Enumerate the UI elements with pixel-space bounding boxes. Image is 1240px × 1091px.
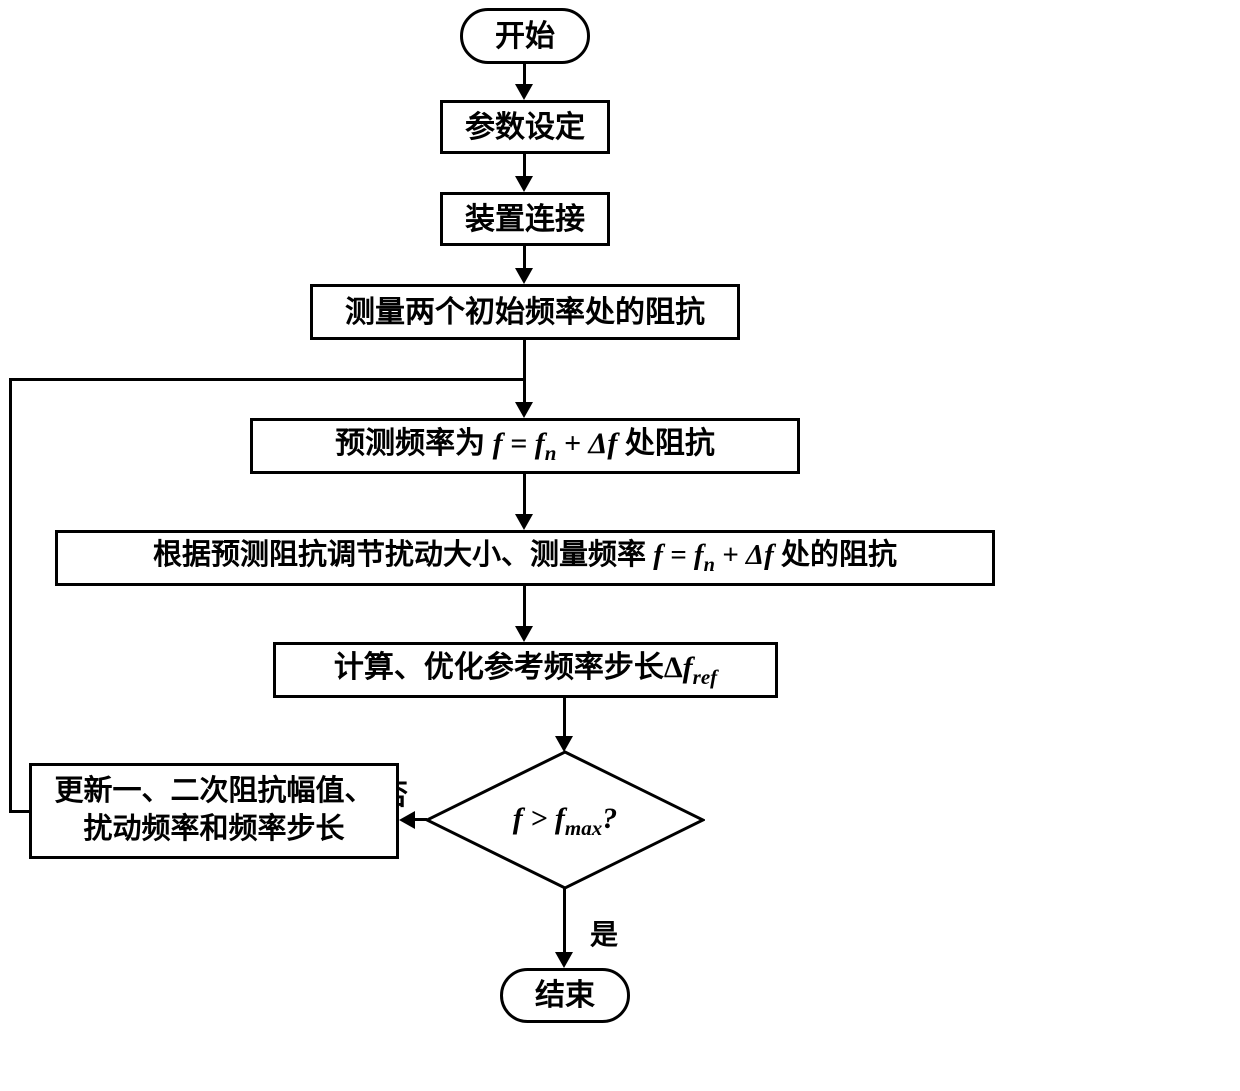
loop-v — [9, 378, 12, 813]
arrow-predict-adjust — [515, 514, 533, 530]
end-node: 结束 — [500, 968, 630, 1023]
decision-node: f > fmax? — [425, 750, 705, 890]
update-label: 更新一、二次阻抗幅值、扰动频率和频率步长 — [54, 773, 373, 848]
edge-params-connect — [523, 154, 526, 178]
edge-calc-decision — [563, 698, 566, 738]
edge-decision-update — [414, 818, 427, 821]
decision-label: f > fmax? — [425, 802, 705, 841]
arrow-decision-end — [555, 952, 573, 968]
yes-label: 是 — [590, 913, 618, 953]
edge-adjust-calc — [523, 586, 526, 628]
arrow-params-connect — [515, 176, 533, 192]
update-node: 更新一、二次阻抗幅值、扰动频率和频率步长 — [29, 763, 399, 859]
predict-node: 预测频率为 f = fn + Δf 处阻抗 — [250, 418, 800, 474]
edge-connect-measure — [523, 246, 526, 270]
predict-label: 预测频率为 f = fn + Δf 处阻抗 — [335, 424, 715, 467]
edge-measure-predict — [523, 340, 526, 404]
start-label: 开始 — [495, 17, 555, 56]
edge-start-params — [523, 64, 526, 86]
arrow-start-params — [515, 84, 533, 100]
arrow-measure-predict — [515, 402, 533, 418]
calc-node: 计算、优化参考频率步长Δfref — [273, 642, 778, 698]
adjust-node: 根据预测阻抗调节扰动大小、测量频率 f = fn + Δf 处的阻抗 — [55, 530, 995, 586]
measure-init-label: 测量两个初始频率处的阻抗 — [345, 293, 705, 332]
loop-h2 — [9, 378, 526, 381]
end-label: 结束 — [535, 976, 595, 1015]
measure-init-node: 测量两个初始频率处的阻抗 — [310, 284, 740, 340]
adjust-label: 根据预测阻抗调节扰动大小、测量频率 f = fn + Δf 处的阻抗 — [153, 537, 897, 578]
loop-h1 — [9, 810, 29, 813]
edge-predict-adjust — [523, 474, 526, 516]
edge-decision-end — [563, 888, 566, 954]
params-label: 参数设定 — [465, 108, 585, 147]
arrow-decision-update — [399, 811, 415, 829]
start-node: 开始 — [460, 8, 590, 64]
calc-label: 计算、优化参考频率步长Δfref — [334, 648, 717, 691]
connect-label: 装置连接 — [465, 200, 585, 239]
params-node: 参数设定 — [440, 100, 610, 154]
connect-node: 装置连接 — [440, 192, 610, 246]
arrow-adjust-calc — [515, 626, 533, 642]
arrow-connect-measure — [515, 268, 533, 284]
